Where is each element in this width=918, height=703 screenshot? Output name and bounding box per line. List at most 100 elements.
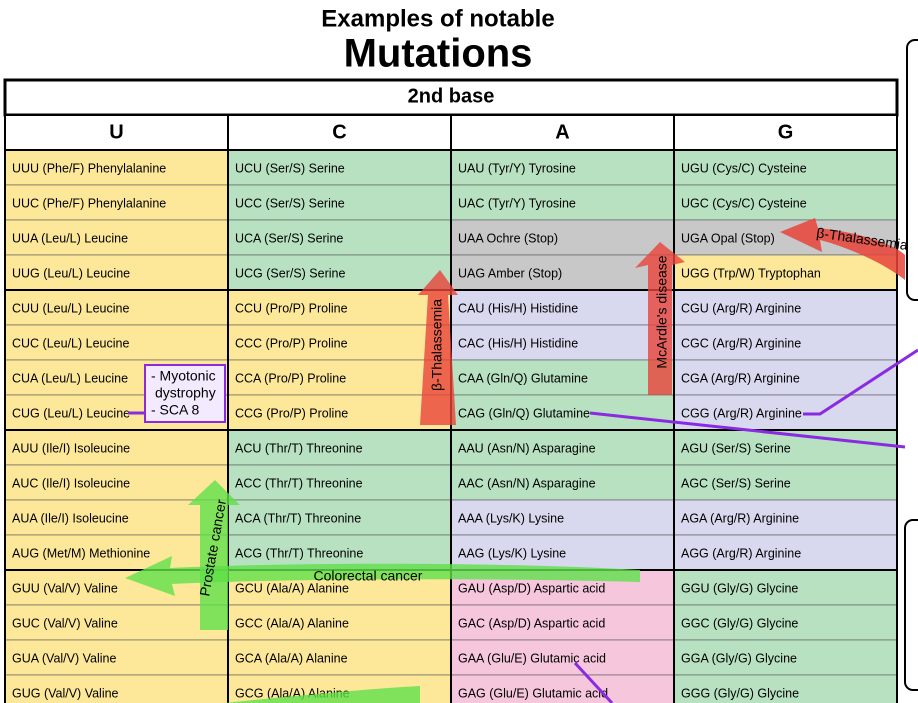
cell <box>227 324 452 361</box>
title-line1: Examples of notable <box>321 5 554 32</box>
cell <box>450 429 675 466</box>
note-box <box>144 364 226 423</box>
note-text: - SCA 8 <box>151 402 199 418</box>
cell <box>450 639 675 676</box>
cell-text: CGA (Arg/R) Arginine <box>681 371 800 385</box>
cell-text: UAC (Tyr/Y) Tyrosine <box>458 196 576 210</box>
cell-text: UCC (Ser/S) Serine <box>235 196 345 210</box>
cell <box>4 149 229 186</box>
cell <box>4 674 229 703</box>
cell <box>450 394 675 431</box>
cell-text: UCG (Ser/S) Serine <box>235 266 345 280</box>
cell-text: GAC (Asp/D) Aspartic acid <box>458 616 605 630</box>
cell-text: AAC (Asn/N) Asparagine <box>458 476 596 490</box>
cell-text: AAU (Asn/N) Asparagine <box>458 441 596 455</box>
cell <box>227 289 452 326</box>
cell-text: AGC (Ser/S) Serine <box>681 476 791 490</box>
arrow <box>635 242 685 395</box>
cell <box>227 464 452 501</box>
cell <box>450 604 675 641</box>
column-header: G <box>778 121 794 143</box>
cell <box>4 219 229 256</box>
cell-text: CCA (Pro/P) Proline <box>235 371 346 385</box>
cell-text: GGA (Gly/G) Glycine <box>681 651 797 665</box>
cell <box>4 534 229 571</box>
cell-text: CAA (Gln/Q) Glutamine <box>458 371 588 385</box>
side-box <box>906 39 918 301</box>
cell <box>673 324 898 361</box>
cell-text: GGU (Gly/G) Glycine <box>681 581 798 595</box>
cell <box>673 464 898 501</box>
cell-text: AGU (Ser/S) Serine <box>681 441 791 455</box>
cell <box>4 429 229 466</box>
cell-text: UCA (Ser/S) Serine <box>235 231 343 245</box>
cell-text: GCC (Ala/A) Alanine <box>235 616 349 630</box>
column-header: C <box>332 121 346 143</box>
arrow <box>780 218 905 280</box>
cell <box>227 394 452 431</box>
annotation: Colorectal cancer <box>314 568 423 584</box>
cell-text: ACG (Thr/T) Threonine <box>235 546 363 560</box>
cell <box>4 604 229 641</box>
cell <box>673 639 898 676</box>
cell <box>673 604 898 641</box>
cell <box>4 639 229 676</box>
cell <box>450 149 675 186</box>
column-header-cell <box>4 114 229 151</box>
cell-text: AUU (Ile/I) Isoleucine <box>12 441 130 455</box>
cell <box>673 184 898 221</box>
cell-text: GUG (Val/V) Valine <box>12 686 119 700</box>
cell-text: AUC (Ile/I) Isoleucine <box>12 476 130 490</box>
cell-text: GUA (Val/V) Valine <box>12 651 116 665</box>
cell <box>227 219 452 256</box>
cell-text: GAG (Glu/E) Glutamic acid <box>458 686 608 700</box>
cell-text: AUA (Ile/I) Isoleucine <box>12 511 129 525</box>
cell-text: GUU (Val/V) Valine <box>12 581 118 595</box>
column-header: A <box>555 121 569 143</box>
cell-text: GUC (Val/V) Valine <box>12 616 118 630</box>
cell-text: CUG (Leu/L) Leucine <box>12 406 130 420</box>
cell <box>450 324 675 361</box>
cell-text: UCU (Ser/S) Serine <box>235 161 345 175</box>
cell-text: UAA Ochre (Stop) <box>458 231 558 245</box>
side-box <box>904 519 918 691</box>
cell-text: UGU (Cys/C) Cysteine <box>681 161 807 175</box>
arrow <box>225 686 420 703</box>
cell-text: CCC (Pro/P) Proline <box>235 336 348 350</box>
cell <box>450 184 675 221</box>
cell <box>673 289 898 326</box>
cell-text: ACC (Thr/T) Threonine <box>235 476 363 490</box>
cell-text: CGG (Arg/R) Arginine <box>681 406 802 420</box>
cell-text: AAG (Lys/K) Lysine <box>458 546 566 560</box>
arrow <box>418 270 458 425</box>
annotation: McArdle's disease <box>654 255 670 368</box>
connector <box>803 348 918 416</box>
cell-text: UUU (Phe/F) Phenylalanine <box>12 161 166 175</box>
cell-text: CUC (Leu/L) Leucine <box>12 336 129 350</box>
cell-text: UUA (Leu/L) Leucine <box>12 231 128 245</box>
column-header: U <box>109 121 123 143</box>
cell-text: GCU (Ala/A) Alanine <box>235 581 349 595</box>
cell-text: GGC (Gly/G) Glycine <box>681 616 798 630</box>
cell-text: CAU (His/H) Histidine <box>458 301 578 315</box>
cell <box>4 184 229 221</box>
note-text: dystrophy <box>155 385 216 401</box>
connector <box>573 661 614 703</box>
cell <box>673 394 898 431</box>
cell-text: UUC (Phe/F) Phenylalanine <box>12 196 166 210</box>
title-line2: Mutations <box>344 32 533 76</box>
cell-text: CGU (Arg/R) Arginine <box>681 301 801 315</box>
cell-text: CGC (Arg/R) Arginine <box>681 336 801 350</box>
cell-text: UGC (Cys/C) Cysteine <box>681 196 807 210</box>
header: 2nd base <box>408 85 495 107</box>
arrow <box>188 480 240 630</box>
annotation: β-Thalassemia <box>429 299 445 391</box>
cell <box>227 499 452 536</box>
cell <box>227 359 452 396</box>
cell-text: ACA (Thr/T) Threonine <box>235 511 361 525</box>
cell-text: ACU (Thr/T) Threonine <box>235 441 363 455</box>
cell <box>450 254 675 291</box>
cell-text: CCG (Pro/P) Proline <box>235 406 348 420</box>
